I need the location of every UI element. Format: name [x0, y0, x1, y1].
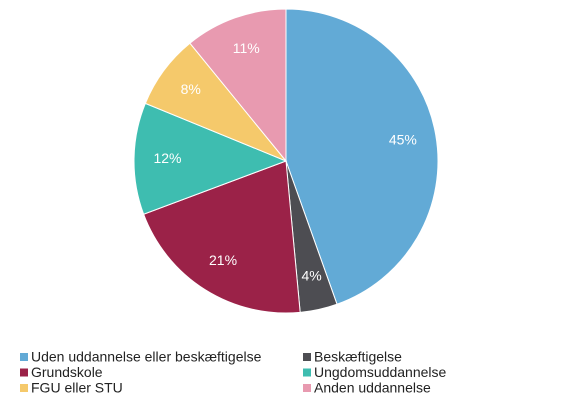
legend-swatch: [20, 368, 28, 377]
legend-swatch: [20, 384, 28, 392]
slice-label: 8%: [181, 81, 201, 97]
pie-slice: [189, 8, 287, 163]
pie-slice: [285, 8, 439, 305]
slice-label: 12%: [153, 150, 181, 166]
legend-label: Beskæftigelse: [314, 349, 402, 365]
legend-label: Uden uddannelse eller beskæftigelse: [31, 349, 262, 365]
legend-swatch: [303, 368, 311, 377]
pie-slice: [142, 160, 301, 314]
legend-label: Anden uddannelse: [314, 380, 431, 396]
legend-swatch: [303, 353, 311, 361]
slice-label: 11%: [233, 40, 260, 56]
pie-slice: [133, 102, 288, 215]
legend-label: FGU eller STU: [31, 380, 123, 396]
legend-swatch: [20, 353, 28, 361]
legend-label: Grundskole: [31, 364, 103, 380]
slice-label: 45%: [389, 132, 417, 148]
legend-label: Ungdomsuddannelse: [314, 364, 447, 380]
legend-swatch: [303, 384, 311, 392]
slice-label: 21%: [209, 252, 237, 268]
slice-label: 4%: [301, 267, 321, 283]
